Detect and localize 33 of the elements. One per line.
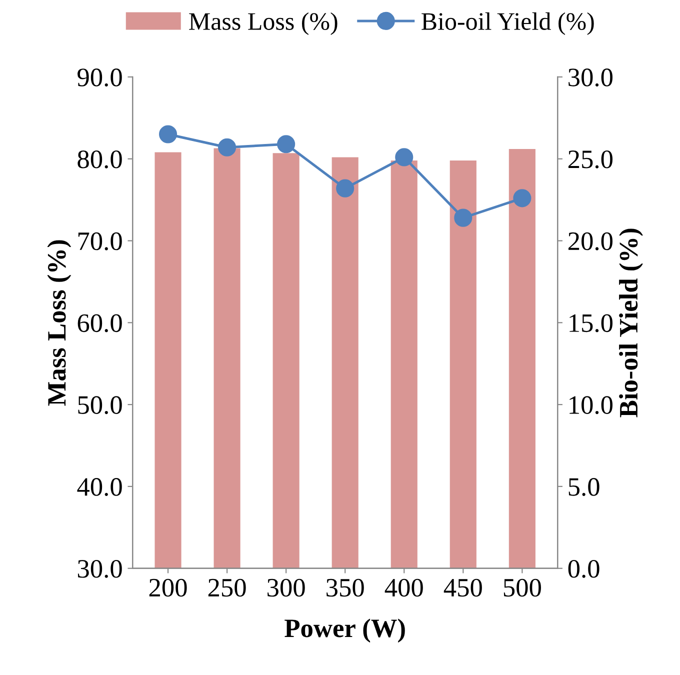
y2-tick-label: 25.0 <box>568 150 612 168</box>
y-tick-label: 50.0 <box>78 396 122 414</box>
point <box>158 125 178 144</box>
x-tick-label: 450 <box>444 578 482 597</box>
y2-tick-label: 30.0 <box>568 68 612 86</box>
legend-label: Mass Loss (%) <box>189 12 338 36</box>
y-tick-label: 90.0 <box>78 68 122 86</box>
point <box>277 135 296 154</box>
point <box>454 208 472 227</box>
x-tick-label: 350 <box>326 578 364 597</box>
x-tick-label: 250 <box>208 578 246 597</box>
x-tick-label: 200 <box>149 578 187 597</box>
x-tick-label: 500 <box>504 578 541 597</box>
legend-label: Bio-oil Yield (%) <box>422 12 594 36</box>
y2-tick-label: 20.0 <box>568 232 612 250</box>
x-tick-label: 400 <box>384 578 423 597</box>
point <box>336 179 354 198</box>
y-tick-label: 70.0 <box>78 232 122 250</box>
x-axis-title: Power (W) <box>284 618 405 643</box>
y-tick-label: 40.0 <box>77 478 122 496</box>
y-tick-label: 30.0 <box>78 560 122 578</box>
point <box>513 189 532 208</box>
point <box>218 138 236 156</box>
x-tick-label: 300 <box>268 578 305 597</box>
y2-tick-label: 5.0 <box>568 478 600 496</box>
y-tick-label: 80.0 <box>78 150 122 168</box>
y-tick-label: 60.0 <box>78 314 122 332</box>
y2-tick-label: 0.0 <box>568 560 600 578</box>
point <box>395 148 414 166</box>
y2-tick-label: 15.0 <box>570 314 612 332</box>
y2-tick-label: 10.0 <box>570 396 612 414</box>
y-axis-title: Mass Loss (%) <box>47 240 72 406</box>
y2-axis-title: Bio-oil Yield (%) <box>619 228 643 418</box>
